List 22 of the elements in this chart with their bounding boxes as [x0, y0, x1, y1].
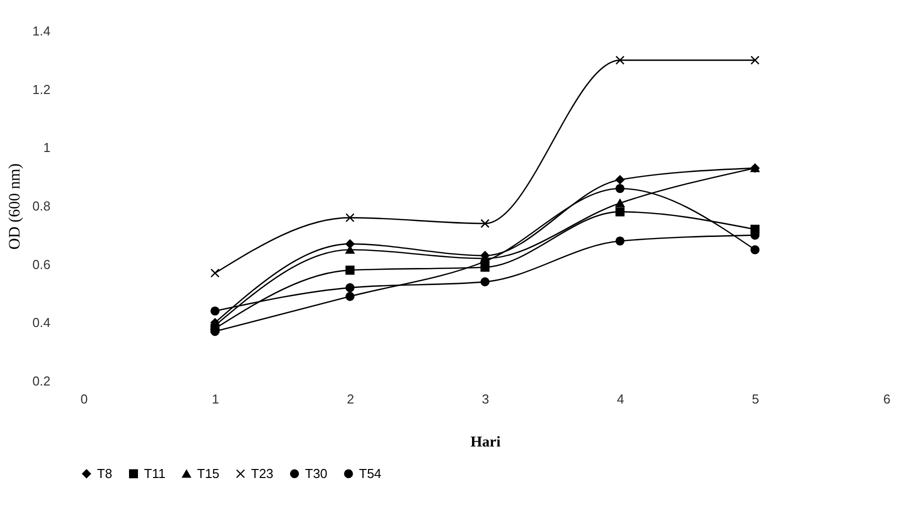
- x-tick-label: 5: [752, 392, 760, 406]
- legend-label: T8: [97, 466, 112, 481]
- y-tick-label: 1.2: [32, 82, 50, 97]
- x-tick-label: 1: [212, 392, 220, 406]
- legend-label: T54: [359, 466, 382, 481]
- legend-label: T30: [305, 466, 328, 481]
- legend-label: T11: [144, 466, 166, 481]
- x-tick-label: 3: [482, 392, 490, 406]
- y-tick-label: 1: [43, 140, 50, 156]
- y-tick-label: 0.2: [32, 374, 50, 388]
- x-tick-label: 4: [616, 392, 624, 406]
- legend-label: T23: [251, 466, 274, 481]
- y-tick-label: 0.6: [32, 256, 50, 272]
- y-axis-title: OD (600 nm): [6, 163, 24, 250]
- x-tick-label: 2: [346, 392, 354, 406]
- y-tick-label: 0.4: [32, 315, 50, 330]
- x-axis-title: Hari: [470, 434, 500, 450]
- x-tick-label: 6: [883, 392, 890, 406]
- y-tick-label: 0.8: [32, 198, 50, 214]
- y-tick-label: 1.4: [32, 24, 50, 38]
- legend-label: T15: [197, 466, 220, 481]
- x-tick-label: 0: [80, 392, 88, 406]
